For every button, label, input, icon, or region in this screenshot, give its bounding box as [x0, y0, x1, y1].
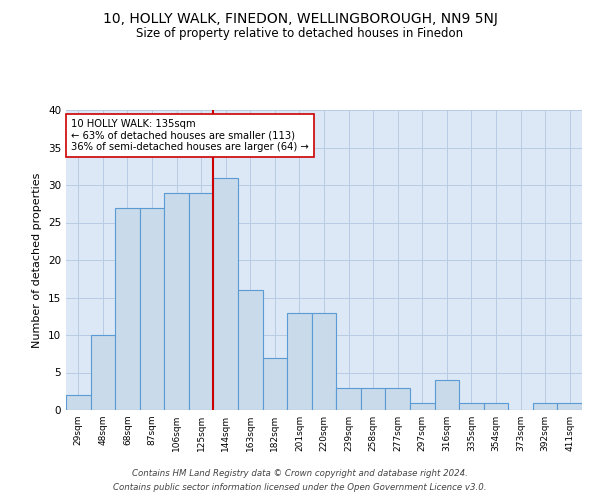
- Bar: [410, 402, 434, 410]
- Bar: [361, 388, 385, 410]
- Bar: [115, 208, 140, 410]
- Bar: [336, 388, 361, 410]
- Text: 10 HOLLY WALK: 135sqm
← 63% of detached houses are smaller (113)
36% of semi-det: 10 HOLLY WALK: 135sqm ← 63% of detached …: [71, 119, 309, 152]
- Y-axis label: Number of detached properties: Number of detached properties: [32, 172, 43, 348]
- Bar: [312, 312, 336, 410]
- Bar: [214, 178, 238, 410]
- Bar: [66, 395, 91, 410]
- Bar: [287, 312, 312, 410]
- Bar: [164, 192, 189, 410]
- Text: Contains public sector information licensed under the Open Government Licence v3: Contains public sector information licen…: [113, 484, 487, 492]
- Bar: [140, 208, 164, 410]
- Bar: [484, 402, 508, 410]
- Bar: [434, 380, 459, 410]
- Bar: [238, 290, 263, 410]
- Text: Contains HM Land Registry data © Crown copyright and database right 2024.: Contains HM Land Registry data © Crown c…: [132, 468, 468, 477]
- Bar: [263, 358, 287, 410]
- Bar: [91, 335, 115, 410]
- Bar: [533, 402, 557, 410]
- Bar: [189, 192, 214, 410]
- Text: Size of property relative to detached houses in Finedon: Size of property relative to detached ho…: [136, 28, 464, 40]
- Bar: [385, 388, 410, 410]
- Text: 10, HOLLY WALK, FINEDON, WELLINGBOROUGH, NN9 5NJ: 10, HOLLY WALK, FINEDON, WELLINGBOROUGH,…: [103, 12, 497, 26]
- Bar: [459, 402, 484, 410]
- Bar: [557, 402, 582, 410]
